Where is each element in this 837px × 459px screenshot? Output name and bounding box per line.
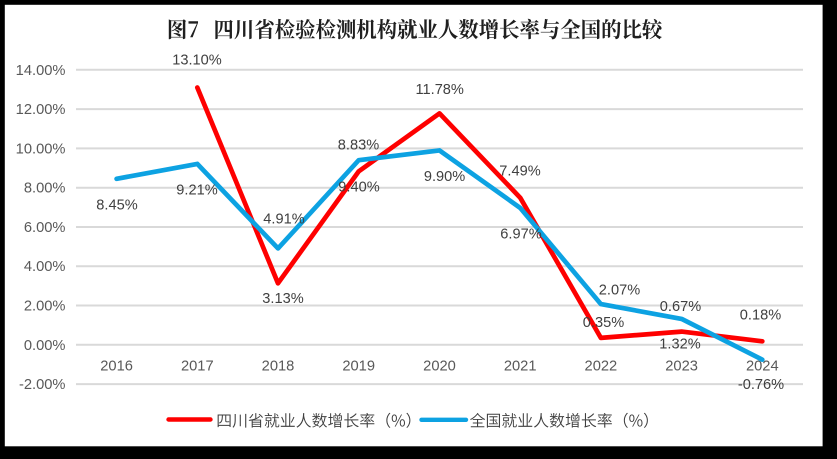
svg-text:2.00%: 2.00%: [24, 299, 66, 315]
svg-text:2.07%: 2.07%: [599, 282, 640, 298]
svg-text:-2.00%: -2.00%: [19, 377, 66, 393]
svg-text:6.00%: 6.00%: [24, 220, 66, 236]
svg-text:-0.76%: -0.76%: [738, 377, 784, 393]
svg-text:2021: 2021: [504, 358, 537, 374]
svg-text:2018: 2018: [262, 358, 295, 374]
svg-text:14.00%: 14.00%: [16, 63, 66, 79]
svg-text:0.00%: 0.00%: [24, 338, 66, 354]
svg-text:2022: 2022: [585, 358, 618, 374]
svg-text:9.90%: 9.90%: [424, 169, 465, 185]
svg-text:8.45%: 8.45%: [96, 198, 137, 214]
svg-text:3.13%: 3.13%: [262, 291, 303, 307]
svg-text:2023: 2023: [665, 358, 698, 374]
svg-text:2016: 2016: [100, 358, 133, 374]
svg-text:2020: 2020: [423, 358, 456, 374]
svg-text:2017: 2017: [181, 358, 214, 374]
svg-text:12.00%: 12.00%: [16, 102, 66, 118]
svg-text:0.67%: 0.67%: [660, 299, 701, 315]
svg-text:13.10%: 13.10%: [172, 53, 222, 69]
svg-text:2019: 2019: [342, 358, 375, 374]
svg-text:6.97%: 6.97%: [500, 227, 541, 243]
svg-text:4.91%: 4.91%: [263, 211, 304, 227]
svg-text:0.35%: 0.35%: [583, 315, 624, 331]
svg-text:8.00%: 8.00%: [24, 181, 66, 197]
svg-text:9.40%: 9.40%: [338, 180, 379, 196]
svg-text:1.32%: 1.32%: [659, 337, 700, 353]
svg-text:10.00%: 10.00%: [16, 141, 66, 157]
svg-text:7.49%: 7.49%: [499, 164, 540, 180]
svg-text:11.78%: 11.78%: [415, 82, 463, 98]
svg-text:9.21%: 9.21%: [176, 183, 217, 199]
svg-text:4.00%: 4.00%: [24, 259, 66, 275]
svg-text:2024: 2024: [746, 358, 779, 374]
svg-text:0.18%: 0.18%: [740, 308, 781, 324]
svg-text:8.83%: 8.83%: [338, 137, 379, 153]
